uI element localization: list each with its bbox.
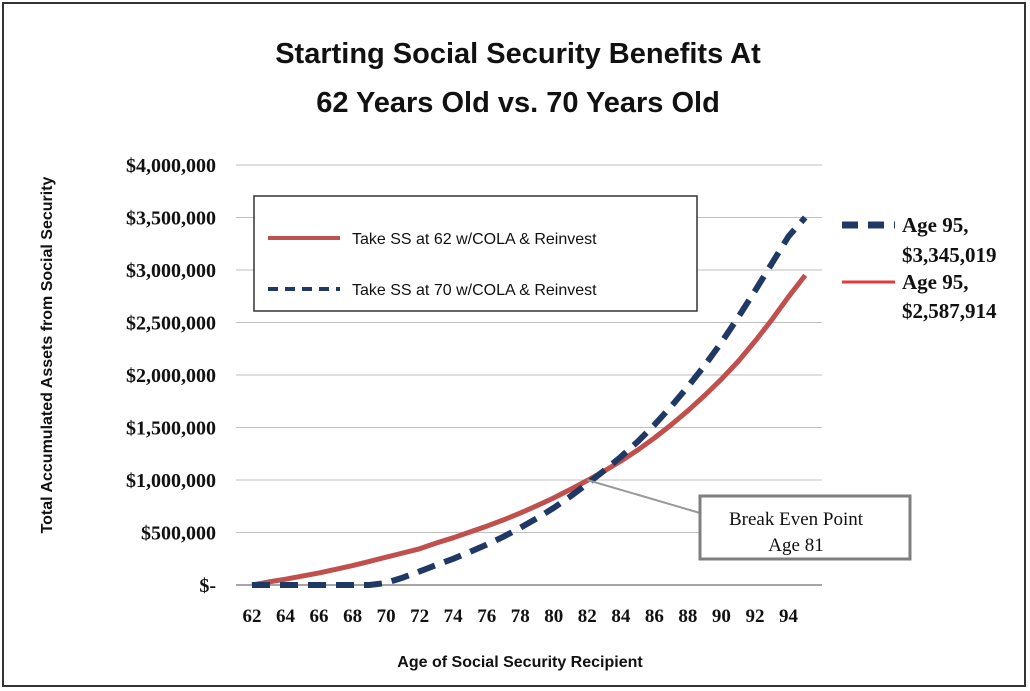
y-tick-label: $2,500,000: [126, 313, 216, 335]
x-tick-label: 62: [243, 606, 262, 627]
x-tick-label: 74: [444, 606, 464, 627]
y-tick-label: $2,000,000: [126, 365, 216, 387]
break-even-label-line-1: Break Even Point: [729, 509, 864, 530]
x-tick-label: 64: [276, 606, 296, 627]
x-tick-label: 70: [377, 606, 396, 627]
legend-box: [253, 195, 698, 312]
legend: Take SS at 62 w/COLA & Reinvest Take SS …: [253, 195, 698, 312]
end-label-62-line-1: Age 95,: [902, 270, 969, 294]
x-axis-label: Age of Social Security Recipient: [397, 654, 643, 671]
legend-label-70: Take SS at 70 w/COLA & Reinvest: [352, 282, 597, 299]
series-line-62: [251, 273, 808, 588]
end-label-62: Age 95, $2,587,914: [842, 270, 997, 323]
break-even-leader-line: [587, 479, 701, 514]
x-tick-label: 78: [511, 606, 530, 627]
break-even-box: [698, 494, 912, 561]
y-tick-label: $1,500,000: [126, 418, 216, 440]
x-axis-ticks: 62 64 66 68 70 72 74 76 78 80 82 84 86 88 90 92 94: [243, 606, 799, 627]
y-tick-label: $1,000,000: [126, 470, 216, 492]
series-line-70: [252, 215, 808, 588]
break-even-annotation: Break Even Point Age 81: [587, 479, 912, 561]
y-axis-label: Total Accumulated Assets from Social Sec…: [39, 176, 56, 533]
x-tick-label: 90: [712, 606, 731, 627]
y-tick-label: $3,000,000: [126, 260, 216, 282]
x-tick-label: 94: [779, 606, 799, 627]
x-tick-label: 84: [611, 606, 631, 627]
y-tick-label: $4,000,000: [126, 155, 216, 177]
x-tick-label: 80: [544, 606, 563, 627]
legend-label-62: Take SS at 62 w/COLA & Reinvest: [352, 231, 597, 248]
x-tick-label: 68: [343, 606, 362, 627]
x-tick-label: 82: [578, 606, 597, 627]
x-tick-label: 72: [410, 606, 429, 627]
y-tick-label: $-: [199, 575, 216, 597]
y-tick-label: $500,000: [141, 523, 216, 545]
end-label-62-line-2: $2,587,914: [902, 299, 997, 323]
x-tick-label: 66: [310, 606, 329, 627]
end-label-70-line-2: $3,345,019: [902, 243, 997, 267]
series-lines: [251, 215, 808, 588]
gridlines: [236, 164, 822, 586]
end-label-70-line-1: Age 95,: [902, 213, 969, 237]
x-tick-label: 76: [477, 606, 496, 627]
x-tick-label: 88: [678, 606, 697, 627]
x-tick-label: 86: [645, 606, 664, 627]
end-label-70: Age 95, $3,345,019: [842, 213, 997, 267]
y-axis-ticks: $- $500,000 $1,000,000 $1,500,000 $2,000,000…: [126, 155, 216, 597]
y-tick-label: $3,500,000: [126, 208, 216, 230]
chart-title-line-1: Starting Social Security Benefits At: [275, 38, 761, 70]
chart-title-line-2: 62 Years Old vs. 70 Years Old: [316, 87, 720, 119]
break-even-label-line-2: Age 81: [768, 535, 823, 556]
x-tick-label: 92: [745, 606, 764, 627]
